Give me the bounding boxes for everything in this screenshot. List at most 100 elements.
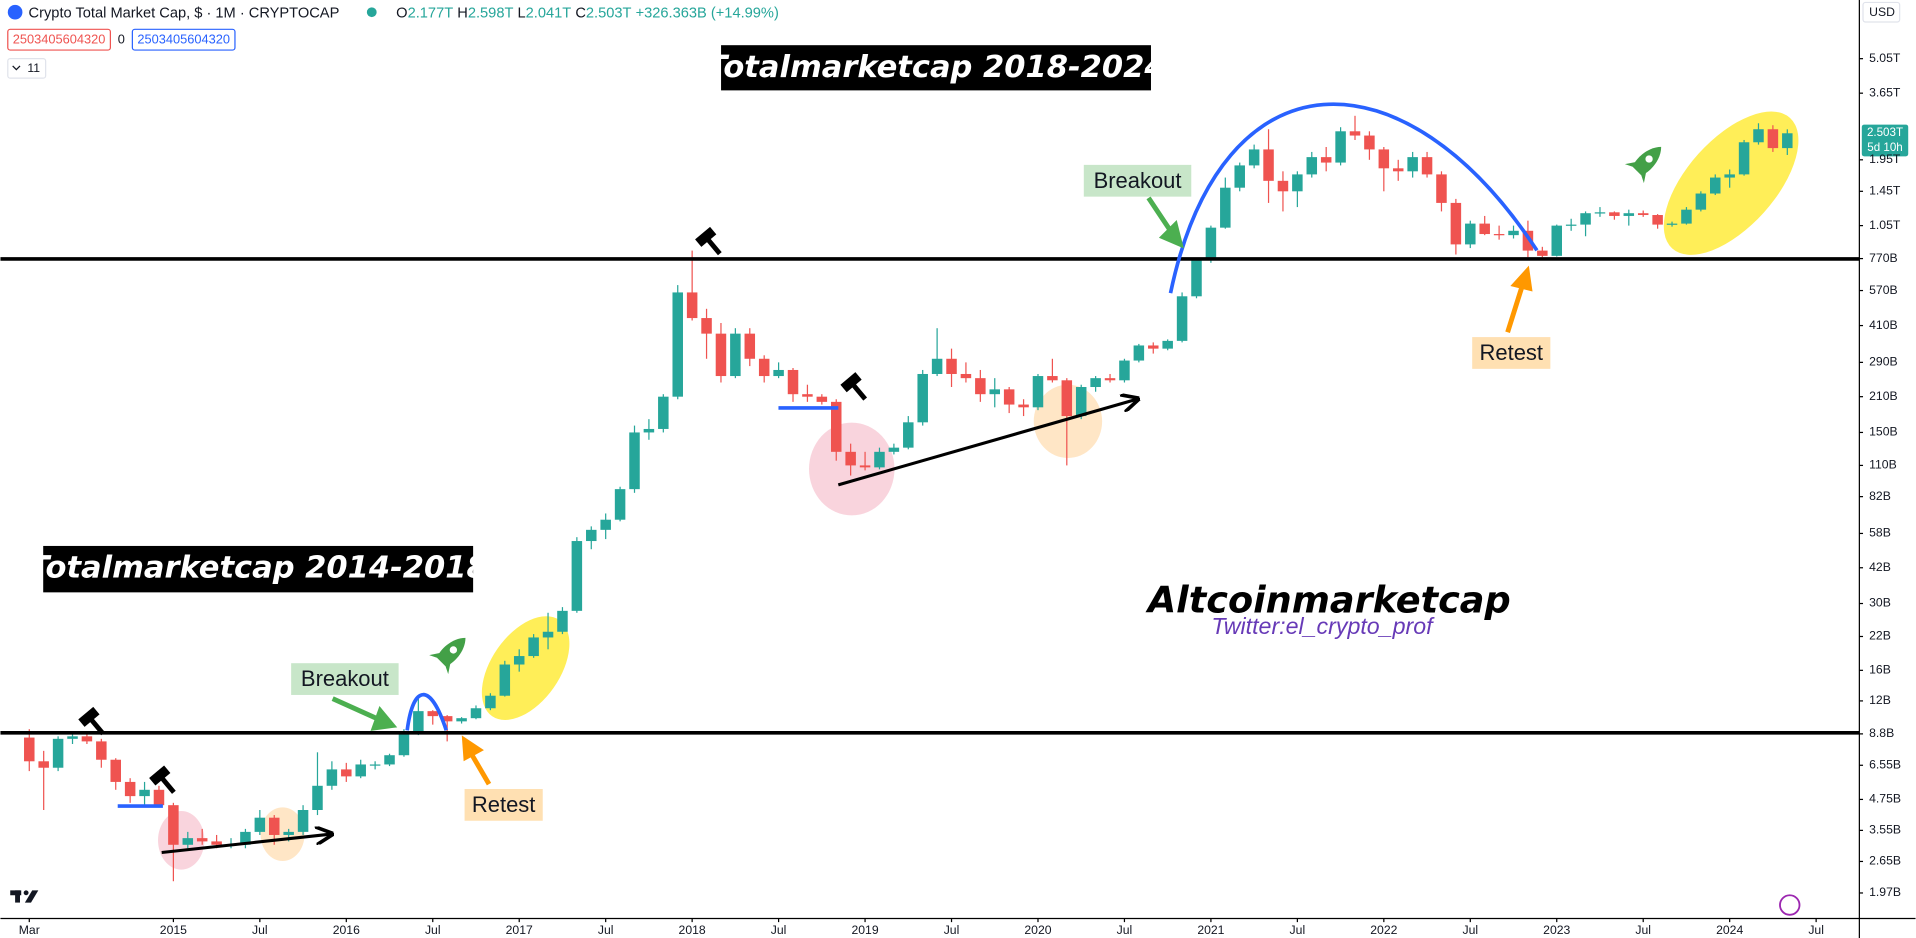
annotation: Totalmarketcap 2014-2018 [29,551,488,586]
candle-body [211,841,222,845]
x-tick-label: Jul [1462,923,1478,937]
x-tick-label: 2015 [160,923,187,937]
candle-body [845,451,856,466]
candle-body [859,465,871,468]
candle-body [946,358,957,374]
candle-body [1465,223,1476,245]
drawings: Totalmarketcap 2018-2024 Totalmarketcap … [0,45,1860,916]
x-tick-label: 2017 [506,923,533,937]
candle-body [917,373,928,423]
hammer-icon [78,226,868,794]
currency: USD [1869,5,1895,19]
candle-body [67,736,78,739]
candle-body [1767,129,1779,149]
candle-body [254,817,266,832]
candle-body [427,711,439,717]
x-tick-label: Mar [19,923,40,937]
x-tick-label: Jul [771,923,787,937]
ohlc: O2.177T H2.598T L2.041T C2.503T +326.363… [396,5,779,21]
x-tick-label: Jul [1290,923,1306,937]
candle-body [1392,168,1404,172]
symbol-title: Crypto Total Market Cap, $ · 1M · CRYPTO… [29,5,340,21]
candle-body [326,769,338,786]
candle-body [485,695,496,709]
candle-body [38,761,49,768]
ohlc-key: O [396,5,407,21]
candle-body [600,519,611,530]
input-box[interactable] [131,28,236,51]
status-dot [366,7,377,18]
candle-body [124,781,136,797]
candle-body [1061,380,1073,417]
currency-button[interactable] [1862,1,1901,23]
candle-body [196,838,208,842]
input-box[interactable] [7,28,111,51]
candle-body [1436,174,1447,203]
candle-body [686,292,698,319]
candle-body [715,333,727,377]
candle-body [1508,230,1519,236]
candle-body [1104,378,1116,381]
candle-body [701,318,712,334]
candle-body [1594,212,1606,214]
candle-body [96,741,107,760]
candle-body [672,292,683,397]
annotation: Breakout [301,666,389,691]
y-tick-label: 1.45T [1869,184,1901,198]
candle-body [312,785,323,811]
candle-body [1205,227,1217,260]
x-tick-label: Jul [944,923,960,937]
candle-body [614,489,626,520]
candle-body [586,529,597,542]
candle-body [1609,212,1620,216]
x-tick-label: 2019 [851,923,878,937]
pointer-arrow [1146,196,1184,249]
candle-body [903,422,914,448]
y-tick-label: 5.05T [1869,51,1901,65]
candle-body [1551,225,1562,256]
y-tick-label: 12B [1869,693,1891,707]
x-tick-label: 2016 [333,923,360,937]
candle-body [110,759,121,782]
candle-body [1335,131,1346,163]
indicator-count: 11 [27,61,40,75]
time-axis [0,918,1916,938]
watermark-handle: Twitter:el_crypto_prof [1211,613,1435,639]
x-tick-label: Jul [252,923,268,937]
candle-body [182,838,194,845]
x-tick-label: Jul [598,923,614,937]
candle-body [1364,135,1375,150]
candle-body [1075,387,1087,417]
chevron [12,65,21,71]
icon-button[interactable] [1779,894,1801,916]
highlight-ellipse [808,422,895,516]
watermark: Altcoinmarketcap [1145,579,1511,622]
candle-body [1580,213,1591,225]
candle-body [1537,250,1548,256]
candle-body [1292,174,1303,192]
input-value: 2503405604320 [13,32,106,47]
highlight-ellipse [1663,111,1799,255]
candle-body [1695,193,1707,210]
indicator-toggle[interactable] [7,58,47,79]
x-tick-label: 2023 [1543,923,1570,937]
annotation: Retest [1480,340,1544,365]
y-tick-label: 22B [1869,629,1891,643]
y-tick-label: 58B [1869,526,1891,540]
x-tick-label: Jul [1117,923,1133,937]
candle-body [297,810,309,832]
pointer-arrow [1505,265,1533,333]
y-tick-label: 8.8B [1869,726,1894,740]
annotation-box [1083,164,1192,197]
annotation: Retest [472,792,536,817]
candle-body [874,451,885,468]
candle-body [456,718,467,722]
trend-arrow [837,399,1136,487]
candle-body [1277,180,1289,192]
ohlc-value: 2.598T [468,5,514,21]
annotation-box [721,45,1151,91]
header: Crypto Total Market Cap, $ · 1M · CRYPTO… [7,4,779,79]
change: +326.363B (+14.99%) [636,5,779,21]
tradingview-logo [10,890,39,903]
